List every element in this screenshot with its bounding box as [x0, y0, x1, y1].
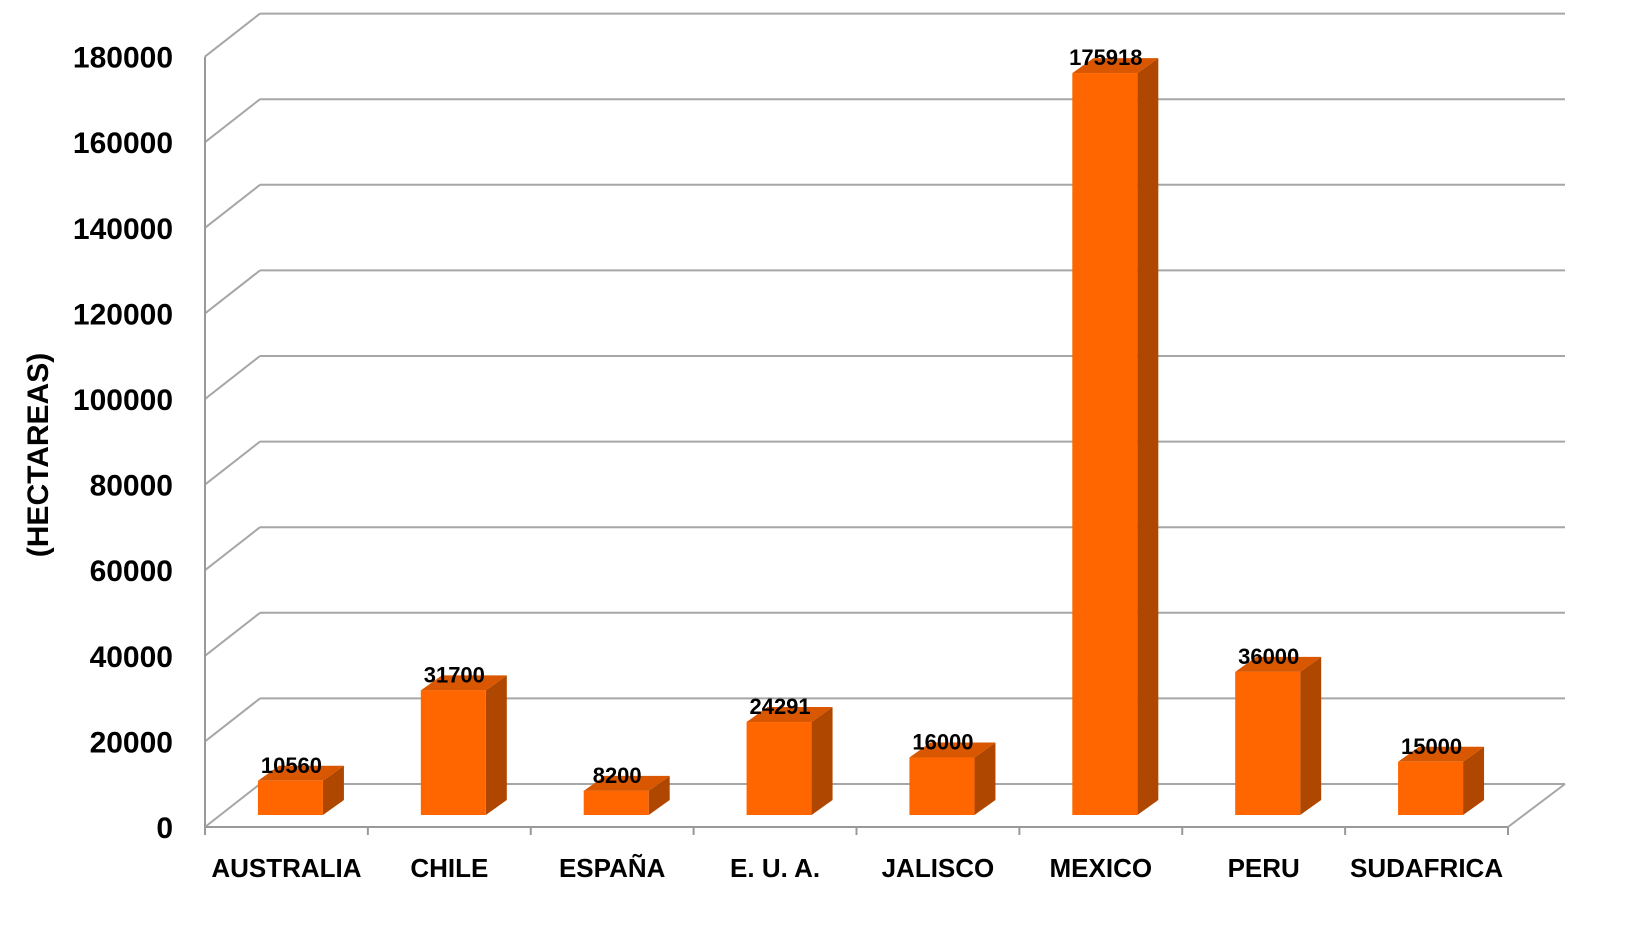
- data-label: 8200: [593, 763, 642, 788]
- bar-top: [1398, 746, 1485, 762]
- data-labels: 10560 31700 8200 24291 16000 175918 36000 15000: [261, 45, 1462, 788]
- data-label: 15000: [1401, 734, 1462, 759]
- data-label: 24291: [749, 694, 810, 719]
- y-tick-label: 40000: [90, 641, 173, 674]
- y-axis-label: (HECTAREAS): [22, 353, 55, 557]
- bar-front: [420, 690, 486, 815]
- gridline-diagonal: [204, 12, 261, 58]
- bar-top: [909, 742, 996, 758]
- gridline-diagonal: [204, 355, 261, 400]
- bar-side: [648, 775, 670, 815]
- bar-side: [1300, 656, 1322, 815]
- bar-front: [1072, 73, 1138, 815]
- x-tick-label: SUDAFRICA: [1350, 853, 1503, 883]
- gridline-diagonal: [204, 269, 261, 315]
- bar-front: [1235, 671, 1301, 815]
- bar-front: [746, 722, 812, 815]
- x-tick-label: CHILE: [410, 853, 488, 883]
- bar-side: [1463, 746, 1485, 815]
- gridlines: [204, 12, 1566, 828]
- data-label: 175918: [1069, 45, 1142, 70]
- gridline-diagonal: [204, 440, 261, 486]
- axes: 0 20000 40000 60000 80000 100000 120000 140000 1…: [73, 42, 1509, 883]
- y-tick-label: 100000: [73, 384, 173, 417]
- bar: [257, 765, 344, 815]
- x-tick-label: JALISCO: [882, 853, 995, 883]
- bar: [1398, 746, 1485, 815]
- floor-edge: [1507, 783, 1566, 828]
- gridline-diagonal: [204, 697, 261, 743]
- bar-side: [974, 742, 996, 815]
- bar: [1235, 656, 1322, 815]
- bar: [909, 742, 996, 815]
- bar-top: [1072, 58, 1159, 74]
- x-tick-label: PERU: [1228, 853, 1300, 883]
- gridline-diagonal: [204, 184, 261, 229]
- gridline-diagonal: [204, 783, 261, 828]
- data-label: 36000: [1238, 644, 1299, 669]
- bar-top: [1235, 656, 1322, 672]
- data-label: 31700: [424, 662, 485, 687]
- bar-side: [1137, 58, 1159, 815]
- y-tick-label: 60000: [90, 555, 173, 588]
- data-label: 16000: [912, 730, 973, 755]
- gridline-diagonal: [204, 98, 261, 143]
- bar-top: [257, 765, 344, 781]
- y-tick-label: 120000: [73, 298, 173, 331]
- bar: [746, 707, 833, 815]
- bars: [257, 58, 1485, 815]
- x-tick-label: ESPAÑA: [559, 853, 666, 883]
- bar-front: [257, 780, 323, 815]
- bar-front: [909, 757, 975, 815]
- x-tick-label: AUSTRALIA: [211, 853, 361, 883]
- y-tick-label: 0: [156, 812, 173, 845]
- y-tick-label: 160000: [73, 127, 173, 160]
- bar-side: [811, 707, 833, 815]
- x-tick-label: MEXICO: [1050, 853, 1153, 883]
- bar: [1072, 58, 1159, 815]
- y-tick-label: 20000: [90, 726, 173, 759]
- x-tick-label: E. U. A.: [730, 853, 820, 883]
- gridline-diagonal: [204, 526, 261, 571]
- bar: [420, 675, 507, 815]
- data-label: 10560: [261, 753, 322, 778]
- gridline-diagonal: [204, 612, 261, 657]
- bar-top: [583, 775, 670, 791]
- bar-top: [420, 675, 507, 691]
- bar: [583, 775, 670, 815]
- bar-side: [485, 675, 507, 815]
- bar-front: [1398, 761, 1464, 815]
- y-tick-label: 140000: [73, 213, 173, 246]
- y-tick-label: 80000: [90, 470, 173, 503]
- bar-top: [746, 707, 833, 723]
- bar-front: [583, 790, 649, 815]
- y-tick-label: 180000: [73, 42, 173, 75]
- bar-side: [322, 765, 344, 815]
